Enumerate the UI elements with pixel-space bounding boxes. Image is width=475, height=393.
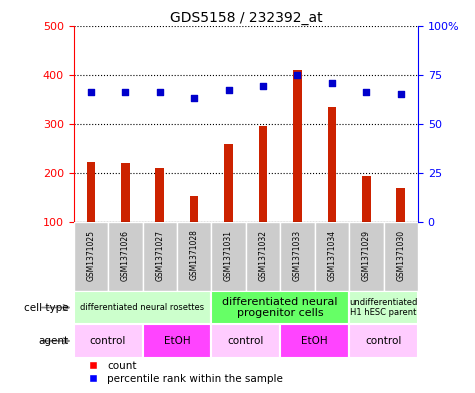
Bar — [397, 187, 405, 222]
FancyBboxPatch shape — [211, 222, 246, 291]
Text: differentiated neural rosettes: differentiated neural rosettes — [80, 303, 205, 312]
Bar — [293, 70, 302, 222]
Bar — [190, 196, 199, 222]
FancyBboxPatch shape — [142, 324, 211, 358]
Point — [397, 91, 405, 97]
FancyBboxPatch shape — [74, 222, 108, 291]
Text: GSM1371026: GSM1371026 — [121, 230, 130, 281]
Text: control: control — [90, 336, 126, 346]
Point — [362, 89, 370, 95]
Point — [328, 79, 336, 86]
Text: GSM1371028: GSM1371028 — [190, 230, 199, 281]
FancyBboxPatch shape — [349, 291, 418, 324]
FancyBboxPatch shape — [108, 222, 142, 291]
FancyBboxPatch shape — [349, 324, 418, 358]
FancyBboxPatch shape — [280, 222, 314, 291]
Text: agent: agent — [39, 336, 69, 346]
FancyBboxPatch shape — [349, 222, 384, 291]
FancyBboxPatch shape — [280, 324, 349, 358]
Text: GSM1371033: GSM1371033 — [293, 230, 302, 281]
Text: GSM1371032: GSM1371032 — [258, 230, 267, 281]
Text: undifferentiated
H1 hESC parent: undifferentiated H1 hESC parent — [350, 298, 418, 317]
Title: GDS5158 / 232392_at: GDS5158 / 232392_at — [170, 11, 322, 24]
FancyBboxPatch shape — [384, 222, 418, 291]
Text: control: control — [365, 336, 402, 346]
Bar — [259, 126, 267, 222]
Bar — [155, 167, 164, 222]
Text: EtOH: EtOH — [301, 336, 328, 346]
Text: differentiated neural
progenitor cells: differentiated neural progenitor cells — [222, 297, 338, 318]
FancyBboxPatch shape — [211, 324, 280, 358]
Bar — [224, 144, 233, 222]
Point — [87, 89, 95, 95]
Text: GSM1371027: GSM1371027 — [155, 230, 164, 281]
Text: GSM1371025: GSM1371025 — [86, 230, 95, 281]
Bar — [362, 176, 370, 222]
FancyBboxPatch shape — [74, 324, 142, 358]
FancyBboxPatch shape — [142, 222, 177, 291]
Bar — [328, 107, 336, 222]
Text: GSM1371034: GSM1371034 — [327, 230, 336, 281]
FancyBboxPatch shape — [177, 222, 211, 291]
Point — [190, 95, 198, 101]
FancyBboxPatch shape — [211, 291, 349, 324]
FancyBboxPatch shape — [74, 291, 211, 324]
FancyBboxPatch shape — [314, 222, 349, 291]
Text: GSM1371031: GSM1371031 — [224, 230, 233, 281]
Bar — [86, 162, 95, 222]
Text: EtOH: EtOH — [163, 336, 190, 346]
Legend: count, percentile rank within the sample: count, percentile rank within the sample — [79, 357, 287, 388]
Point — [122, 89, 129, 95]
Point — [294, 72, 301, 78]
Point — [259, 83, 267, 90]
Point — [225, 87, 232, 94]
Point — [156, 89, 163, 95]
FancyBboxPatch shape — [246, 222, 280, 291]
Text: GSM1371030: GSM1371030 — [396, 230, 405, 281]
Text: control: control — [228, 336, 264, 346]
Text: cell type: cell type — [24, 303, 69, 312]
Bar — [121, 163, 130, 222]
Text: GSM1371029: GSM1371029 — [362, 230, 371, 281]
